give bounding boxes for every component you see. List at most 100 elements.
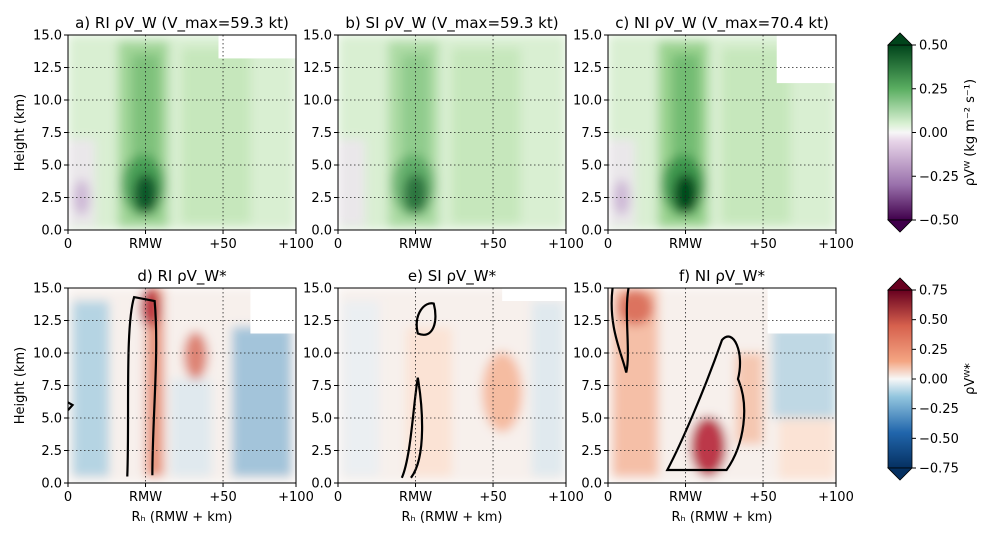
x-tick-label: 0 <box>334 237 342 252</box>
contour-tilt <box>665 335 746 472</box>
y-tick-label: 10.0 <box>33 94 62 109</box>
neg-band <box>342 301 380 477</box>
x-tick-label: +100 <box>278 490 314 505</box>
y-tick-label: 10.0 <box>573 347 602 362</box>
core-peak <box>133 173 158 214</box>
x-tick-label: RMW <box>669 237 702 252</box>
neg-mid <box>170 379 212 477</box>
y-tick-label: 15.0 <box>33 282 62 297</box>
core-peak <box>673 173 698 214</box>
y-tick-label: 2.5 <box>311 444 332 459</box>
colorbar-extend-max <box>887 32 913 46</box>
y-tick-label: 12.5 <box>573 61 602 76</box>
panel-title: d) RI ρV_W* <box>137 267 227 286</box>
y-tick-label: 2.5 <box>41 191 62 206</box>
x-tick-label: +50 <box>209 237 236 252</box>
gridlines <box>608 35 836 230</box>
panel-d: 0.0 2.5 5.0 7.5 10.0 12.5 15.0 0 RMW +50 +100 d) RI… <box>13 267 314 525</box>
x-tick-label: +100 <box>818 237 854 252</box>
inner-negative <box>73 179 90 216</box>
x-axis-label: Rₕ (RMW + km) <box>131 510 232 525</box>
colorbar-mean: 0.50 0.25 0.00 −0.25 −0.50 ρVᵂ (kg m⁻² s⁻¹) <box>887 32 978 233</box>
colorbar-tick-label: −0.50 <box>919 214 959 229</box>
colorbar-tick-label: 0.25 <box>919 343 948 358</box>
contour-lower <box>400 377 424 479</box>
x-tick-label: +50 <box>479 490 506 505</box>
panel-e: 0.0 2.5 5.0 7.5 10.0 12.5 15.0 0 RMW +50 +100 e) SI… <box>303 267 584 525</box>
y-tick-label: 15.0 <box>573 29 602 44</box>
y-tick-label: 10.0 <box>573 94 602 109</box>
no-data <box>250 288 296 334</box>
x-axis-label: Rₕ (RMW + km) <box>401 510 502 525</box>
colorbar-tick-label: −0.50 <box>919 432 959 447</box>
y-axis-label: Height (km) <box>13 347 28 424</box>
y-tick-label: 5.0 <box>581 412 602 427</box>
pos-core <box>690 416 727 477</box>
panel-title: b) SI ρV_W (V_max=59.3 kt) <box>345 14 558 33</box>
heatmap-field <box>608 35 836 230</box>
y-tick-label: 0.0 <box>311 224 332 239</box>
y-tick-label: 7.5 <box>581 379 602 394</box>
y-tick-label: 12.5 <box>303 61 332 76</box>
colorbar-body <box>887 289 913 469</box>
heatmap-field <box>68 35 296 230</box>
panel-c: 0.0 2.5 5.0 7.5 10.0 12.5 15.0 0 RMW +50 +100 c) NI… <box>573 14 854 252</box>
y-tick-label: 5.0 <box>41 159 62 174</box>
y-tick-label: 5.0 <box>41 412 62 427</box>
heatmap-field <box>338 35 566 230</box>
gridlines <box>338 35 566 230</box>
y-tick-label: 10.0 <box>33 347 62 362</box>
outer-band <box>452 48 521 224</box>
x-tick-label: RMW <box>129 490 162 505</box>
colorbar-tick-label: −0.75 <box>919 462 959 477</box>
x-tick-label: +100 <box>548 490 584 505</box>
colorbar-body <box>887 44 913 221</box>
contour-line <box>126 295 158 477</box>
pos-low <box>779 418 836 480</box>
y-tick-label: 5.0 <box>581 159 602 174</box>
core-peak <box>403 173 428 214</box>
x-tick-label: +50 <box>479 237 506 252</box>
y-tick-label: 15.0 <box>33 29 62 44</box>
panel-title: e) SI ρV_W* <box>408 267 497 286</box>
y-tick-label: 12.5 <box>573 314 602 329</box>
no-data <box>776 35 836 84</box>
colorbar-tick-label: 0.75 <box>919 284 948 299</box>
colorbar-anom: 0.75 0.50 0.25 0.00 −0.25 −0.50 −0.75 ρVᵂ* <box>887 277 978 481</box>
pos-max <box>140 288 161 328</box>
x-tick-label: 0 <box>604 490 612 505</box>
contour-inner <box>610 288 630 373</box>
y-tick-label: 7.5 <box>581 126 602 141</box>
y-tick-label: 0.0 <box>311 477 332 492</box>
no-data <box>767 288 836 334</box>
y-tick-label: 2.5 <box>581 191 602 206</box>
x-tick-label: +50 <box>749 490 776 505</box>
y-tick-label: 0.0 <box>41 224 62 239</box>
y-tick-label: 15.0 <box>573 282 602 297</box>
colorbar-tick-label: 0.00 <box>919 126 948 141</box>
x-tick-label: RMW <box>129 237 162 252</box>
pos-outer <box>482 352 523 432</box>
colorbar-extend-min <box>887 467 913 481</box>
gridlines <box>68 35 296 230</box>
pos-top <box>617 289 654 326</box>
heatmap-field <box>68 288 296 483</box>
no-data <box>218 35 296 59</box>
y-axis-label: Height (km) <box>13 94 28 171</box>
colorbar-extend-min <box>887 219 913 233</box>
y-tick-label: 12.5 <box>33 61 62 76</box>
x-tick-label: 0 <box>64 237 72 252</box>
no-data <box>502 288 566 301</box>
y-tick-label: 7.5 <box>311 379 332 394</box>
panel-b: 0.0 2.5 5.0 7.5 10.0 12.5 15.0 0 RMW +50 +100 b) SI… <box>303 14 584 252</box>
y-tick-label: 12.5 <box>33 314 62 329</box>
gridlines <box>608 288 836 483</box>
y-tick-label: 10.0 <box>303 94 332 109</box>
panel-a: 0.0 2.5 5.0 7.5 10.0 12.5 15.0 0 RMW +50 +100 a) RI… <box>13 14 314 252</box>
heatmap-field <box>338 288 566 483</box>
y-tick-label: 15.0 <box>303 282 332 297</box>
y-tick-label: 0.0 <box>581 477 602 492</box>
x-tick-label: +100 <box>548 237 584 252</box>
x-tick-label: RMW <box>399 490 432 505</box>
y-tick-label: 2.5 <box>41 444 62 459</box>
